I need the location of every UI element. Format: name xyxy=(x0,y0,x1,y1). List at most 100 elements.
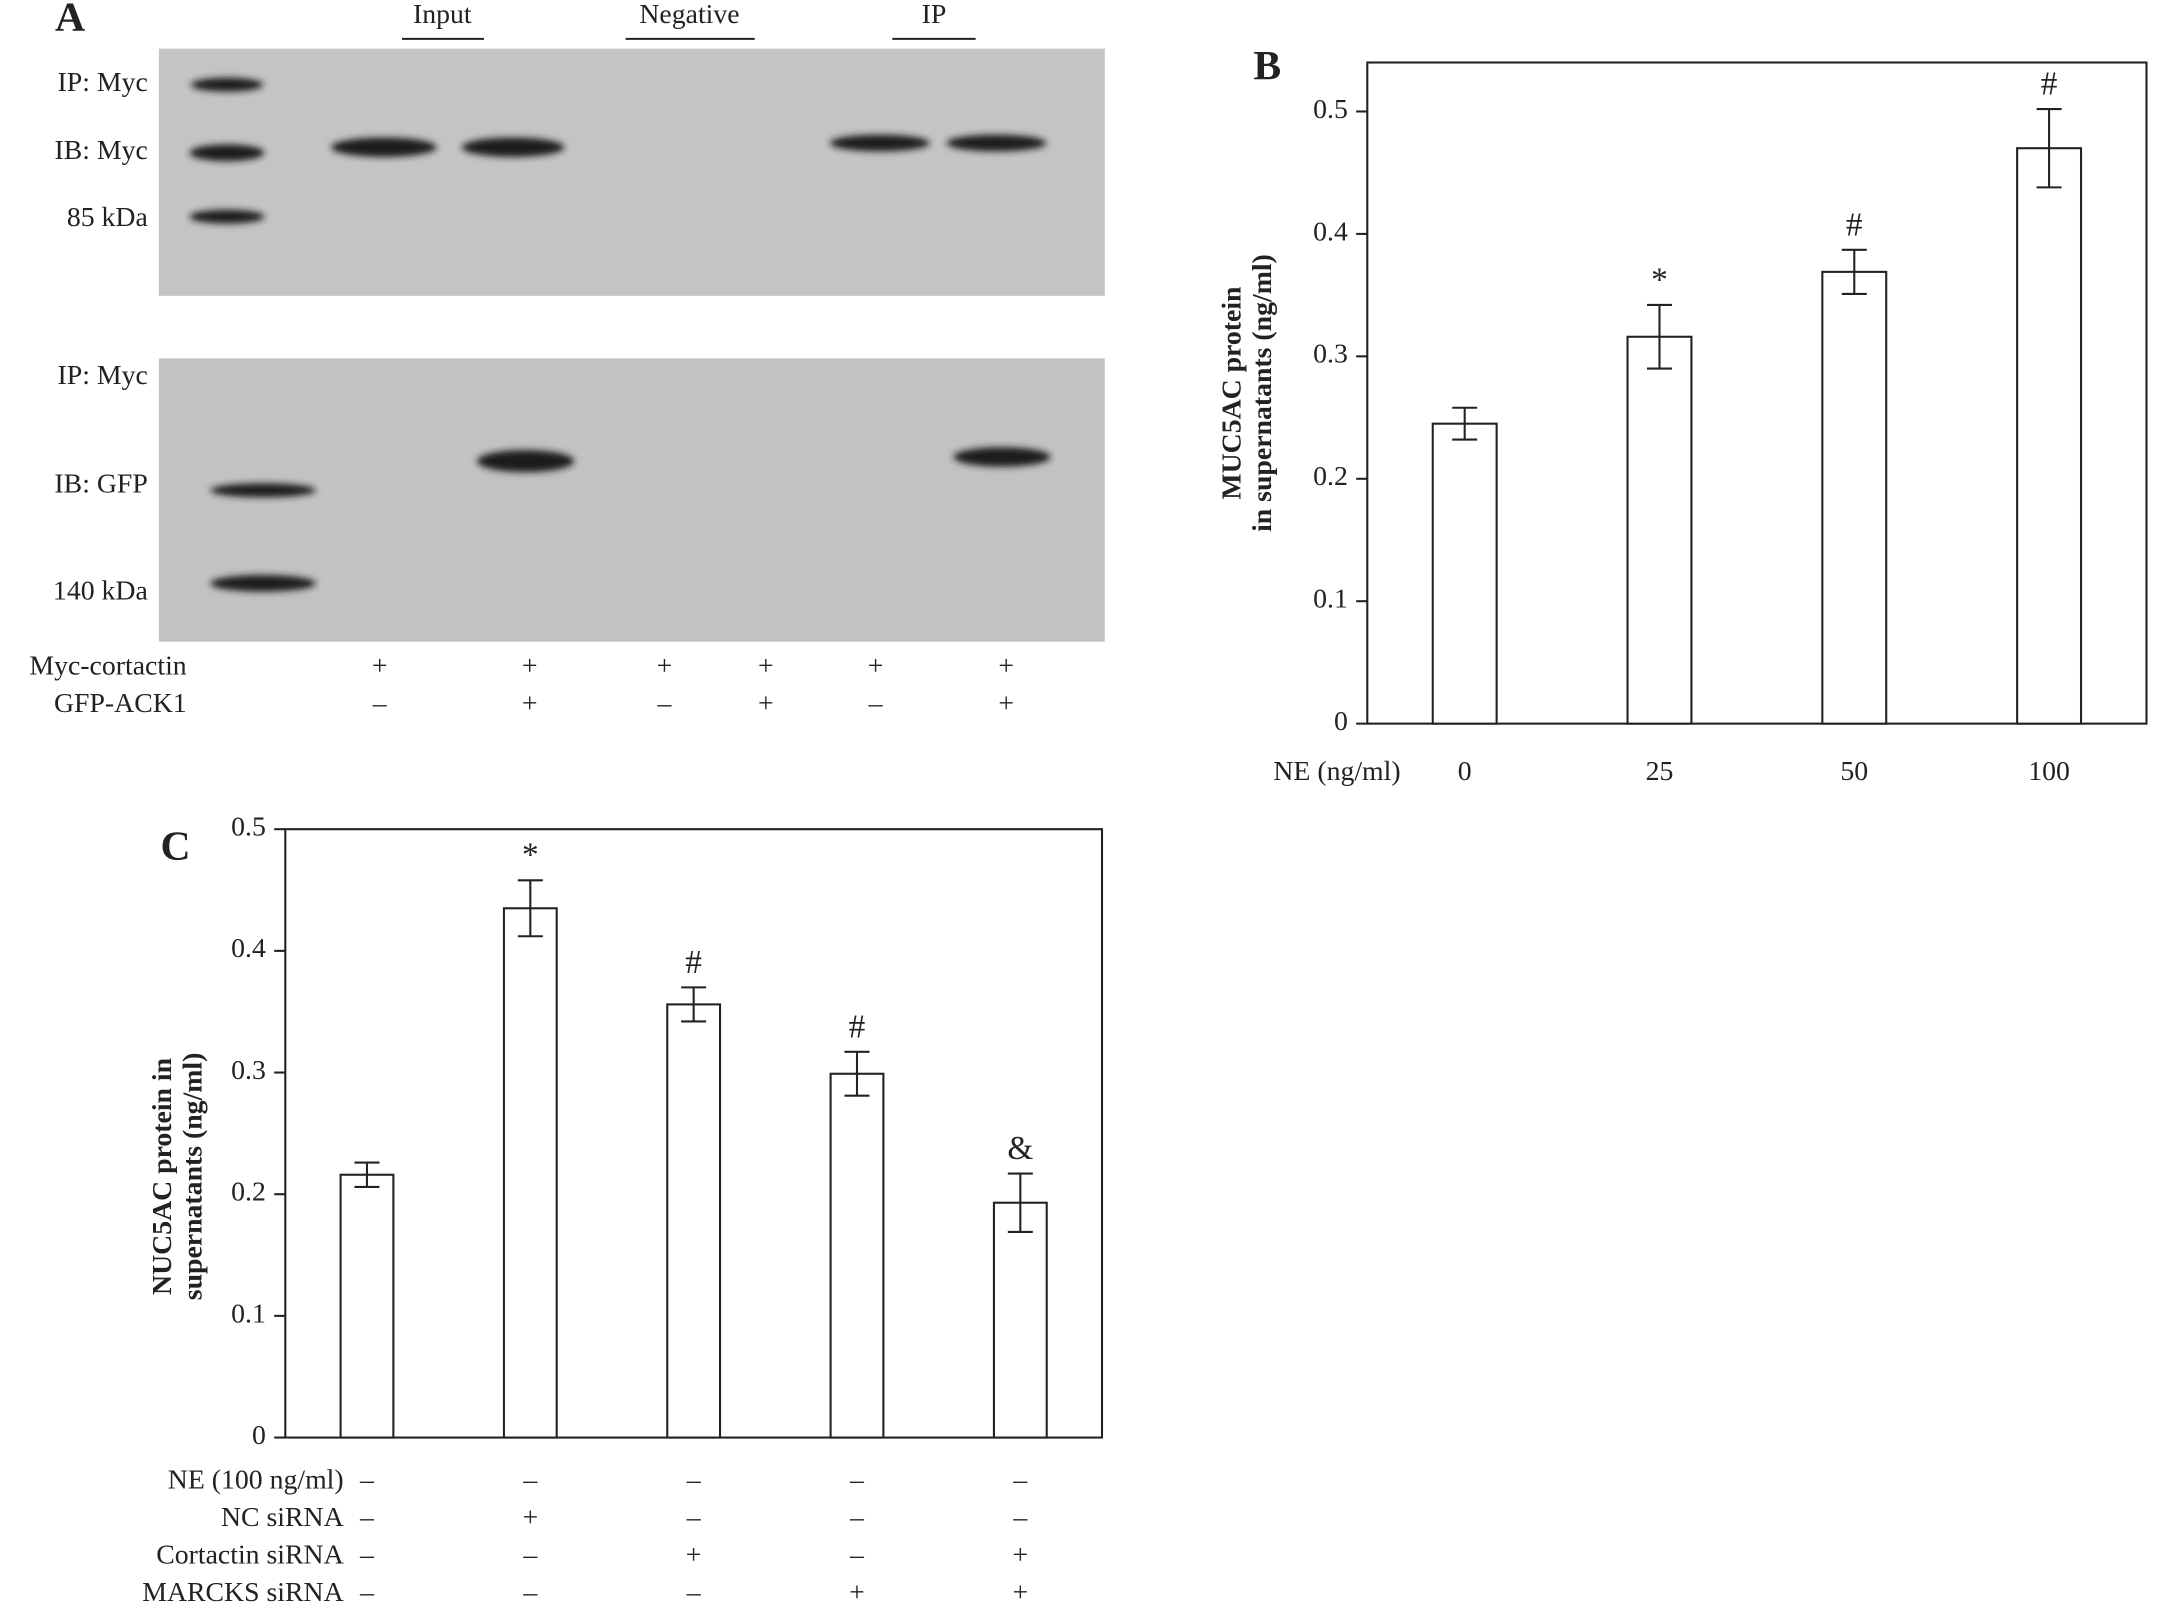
condition-name: NE (100 ng/ml) xyxy=(168,1464,344,1495)
condition-name: MARCKS siRNA xyxy=(142,1577,343,1607)
y-tick-label: 0.2 xyxy=(231,1177,266,1208)
group-label: Negative xyxy=(639,0,739,30)
error-bar xyxy=(1646,303,1672,370)
panel-label: C xyxy=(161,824,191,870)
condition-name: NC siRNA xyxy=(221,1502,344,1533)
x-tick-label: 0 xyxy=(1458,756,1472,787)
blot-label: IP: Myc xyxy=(58,67,148,98)
condition-value: – xyxy=(849,1502,865,1533)
condition-value: – xyxy=(1012,1464,1028,1495)
condition-value: – xyxy=(522,1577,538,1607)
significance-mark: & xyxy=(1007,1130,1033,1167)
band xyxy=(953,447,1051,467)
bar xyxy=(829,1072,885,1439)
condition-value: – xyxy=(686,1464,702,1495)
y-tick-label: 0.4 xyxy=(1313,216,1348,247)
band xyxy=(461,137,565,157)
error-bar xyxy=(2036,107,2062,189)
condition-value: + xyxy=(1012,1577,1028,1607)
significance-mark: * xyxy=(1651,261,1668,298)
ladder-band xyxy=(190,77,264,92)
band xyxy=(476,450,575,473)
condition-value: – xyxy=(359,1464,375,1495)
condition-name: Myc-cortactin xyxy=(29,650,186,681)
y-tick-label: 0.5 xyxy=(231,812,266,843)
condition-value: – xyxy=(359,1502,375,1533)
y-tick-label: 0.1 xyxy=(1313,584,1348,615)
condition-value: – xyxy=(372,688,388,719)
bar xyxy=(1626,335,1693,725)
y-tick-label: 0.3 xyxy=(1313,339,1348,370)
y-tick-label: 0.5 xyxy=(1313,94,1348,125)
blot-top xyxy=(158,48,1105,296)
condition-value: – xyxy=(359,1577,375,1607)
bar xyxy=(1431,422,1498,725)
significance-mark: * xyxy=(522,837,539,874)
y-tick-label: 0.1 xyxy=(231,1298,266,1329)
condition-value: + xyxy=(758,688,774,719)
panel-label: A xyxy=(55,0,85,40)
condition-value: – xyxy=(1012,1502,1028,1533)
ladder-band xyxy=(189,209,265,224)
bar xyxy=(992,1201,1048,1439)
blot-label: 85 kDa xyxy=(67,202,148,233)
condition-value: – xyxy=(359,1539,375,1570)
bands xyxy=(189,77,1051,592)
condition-value: – xyxy=(849,1464,865,1495)
condition-value: + xyxy=(686,1539,702,1570)
condition-value: + xyxy=(1012,1539,1028,1570)
plot-frame xyxy=(1366,61,2148,725)
blot-bottom xyxy=(158,358,1105,642)
condition-value: – xyxy=(522,1464,538,1495)
x-tick-label: 25 xyxy=(1646,756,1674,787)
y-tick-label: 0 xyxy=(1334,706,1348,737)
condition-value: – xyxy=(686,1502,702,1533)
y-axis-label: MUC5AC protein xyxy=(1216,286,1247,500)
y-axis-label: NUC5AC protein in xyxy=(147,1057,178,1295)
error-bar xyxy=(681,986,707,1023)
condition-value: + xyxy=(522,1502,538,1533)
condition-value: – xyxy=(522,1539,538,1570)
y-tick-label: 0.4 xyxy=(231,933,266,964)
blot-label: IB: GFP xyxy=(54,469,147,500)
condition-value: + xyxy=(868,650,884,681)
band xyxy=(331,137,437,157)
bar xyxy=(1821,270,1888,725)
ladder-band xyxy=(210,483,316,498)
condition-value: + xyxy=(998,688,1014,719)
panel-label: B xyxy=(1253,43,1281,89)
band xyxy=(829,134,930,152)
error-bar xyxy=(1452,406,1478,441)
bar xyxy=(2016,147,2083,725)
y-tick-label: 0.2 xyxy=(1313,461,1348,492)
condition-value: + xyxy=(998,650,1014,681)
condition-value: + xyxy=(849,1577,865,1607)
error-bar xyxy=(1007,1172,1033,1233)
y-tick-label: 0.3 xyxy=(231,1055,266,1086)
condition-name: GFP-ACK1 xyxy=(54,688,187,719)
group-label: Input xyxy=(413,0,472,30)
bar xyxy=(666,1003,722,1439)
blot-label: IP: Myc xyxy=(58,360,148,391)
y-axis-label: supernatants (ng/ml) xyxy=(177,1053,208,1301)
significance-mark: # xyxy=(849,1008,866,1045)
condition-value: + xyxy=(758,650,774,681)
group-label: IP xyxy=(922,0,947,30)
blot-label: IB: Myc xyxy=(54,135,147,166)
x-tick-label: 100 xyxy=(2028,756,2070,787)
y-axis-label: in supernatants (ng/ml) xyxy=(1247,254,1278,532)
x-axis-label: NE (ng/ml) xyxy=(1273,756,1400,787)
bar xyxy=(339,1173,395,1439)
bar xyxy=(502,907,558,1439)
x-tick-label: 50 xyxy=(1840,756,1868,787)
band xyxy=(946,134,1047,152)
condition-value: – xyxy=(686,1577,702,1607)
significance-mark: # xyxy=(2041,65,2058,102)
significance-mark: # xyxy=(685,944,702,981)
error-bar xyxy=(517,879,543,938)
condition-value: – xyxy=(657,688,673,719)
condition-value: + xyxy=(657,650,673,681)
ladder-band xyxy=(210,575,316,592)
